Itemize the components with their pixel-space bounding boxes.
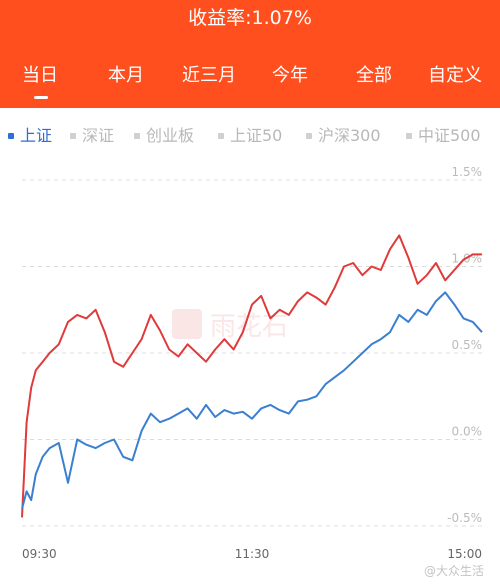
y-tick-label: 1.5% — [452, 165, 483, 179]
legend-dot — [8, 132, 14, 139]
tab-custom[interactable]: 自定义 — [428, 65, 482, 86]
tab-year[interactable]: 今年 — [272, 65, 308, 86]
page-title: 收益率:1.07% — [188, 7, 312, 29]
watermark-logo: 雨花石 — [170, 305, 330, 345]
legend-dot — [218, 132, 224, 139]
credit-text: @大众生活 — [424, 564, 484, 578]
index-label: 创业板 — [146, 126, 195, 145]
index-label: 沪深300 — [318, 126, 381, 145]
x-tick-label: 11:30 — [235, 547, 270, 561]
index-filter-sz[interactable]: 深证 — [70, 124, 114, 148]
index-filter-sz50[interactable]: 上证50 — [218, 124, 282, 148]
y-axis: 1.5%1.0%0.5%0.0%-0.5% — [447, 165, 482, 525]
index-label: 中证500 — [418, 126, 481, 145]
x-tick-label: 15:00 — [447, 547, 482, 561]
legend-dot — [306, 132, 312, 139]
index-filter-cyb[interactable]: 创业板 — [134, 124, 194, 148]
index-filters: 上证 深证 创业板 上证50 沪深300 中证500 — [0, 124, 500, 150]
header: 收益率:1.07% 当日 本月 近三月 今年 全部 自定义 — [0, 0, 500, 108]
credit-watermark: @大众生活 — [424, 560, 500, 580]
tab-today[interactable]: 当日 — [22, 65, 58, 86]
y-tick-label: 0.0% — [452, 425, 483, 439]
x-axis: 09:30 11:30 15:00 — [22, 547, 482, 561]
y-tick-label: 0.5% — [452, 338, 483, 352]
grid — [22, 179, 482, 527]
x-tick-label: 09:30 — [22, 547, 57, 561]
index-label: 深证 — [82, 126, 115, 145]
series-lines — [21, 234, 483, 518]
legend-dot — [70, 132, 76, 139]
index-filter-zz500[interactable]: 中证500 — [406, 124, 481, 148]
index-filter-hs300[interactable]: 沪深300 — [306, 124, 381, 148]
tab-month[interactable]: 本月 — [108, 65, 144, 86]
tab-three-months[interactable]: 近三月 — [182, 65, 236, 86]
legend-dot — [134, 132, 140, 139]
period-tabs: 当日 本月 近三月 今年 全部 自定义 — [0, 64, 500, 90]
y-tick-label: -0.5% — [447, 511, 482, 525]
watermark-text: 雨花石 — [210, 312, 288, 342]
portfolio-return-line — [21, 234, 482, 518]
index-filter-sh[interactable]: 上证 — [8, 124, 52, 148]
tab-all[interactable]: 全部 — [356, 65, 392, 86]
index-label: 上证50 — [230, 126, 283, 145]
return-chart: 1.5%1.0%0.5%0.0%-0.5% 09:30 11:30 15:00 — [21, 165, 483, 561]
index-return-line — [21, 291, 483, 509]
legend-dot — [406, 132, 412, 139]
active-tab-underline — [34, 96, 48, 99]
index-label: 上证 — [20, 126, 53, 145]
